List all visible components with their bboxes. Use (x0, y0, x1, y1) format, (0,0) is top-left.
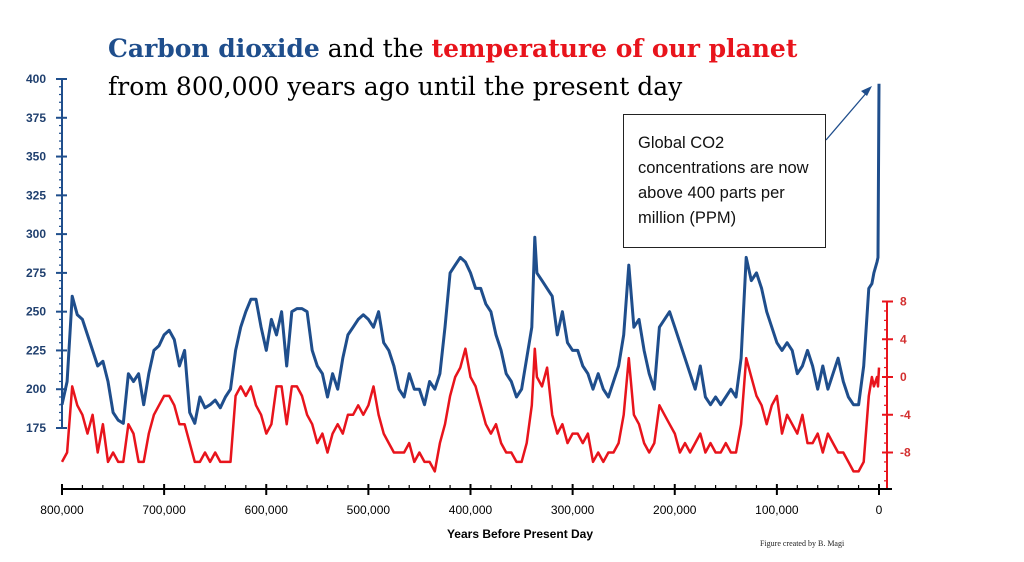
annotation-box: Global CO2 concentrations are now above … (623, 114, 826, 248)
right-axis-tick-label: -4 (900, 408, 911, 422)
x-axis-tick-label: 200,000 (653, 503, 697, 517)
right-axis-tick-label: 4 (900, 332, 907, 346)
x-axis-tick-label: 100,000 (755, 503, 799, 517)
right-axis-tick-label: -8 (900, 446, 911, 460)
x-axis-tick-label: 500,000 (347, 503, 391, 517)
chart-title: Carbon dioxide and the temperature of ou… (108, 30, 797, 106)
annotation-arrowhead-icon (861, 86, 872, 96)
left-axis-tick-label: 375 (26, 111, 46, 125)
x-axis-label: Years Before Present Day (447, 527, 593, 541)
figure-credit: Figure created by B. Magi (760, 539, 845, 548)
left-axis-tick-label: 400 (26, 72, 46, 86)
x-axis-tick-label: 700,000 (142, 503, 186, 517)
title-temperature: temperature of our planet (431, 34, 798, 63)
x-axis-tick-label: 300,000 (551, 503, 595, 517)
annotation-arrow (825, 90, 869, 141)
x-axis-tick-label: 800,000 (40, 503, 84, 517)
x-axis-tick-label: 600,000 (245, 503, 289, 517)
left-axis-tick-label: 225 (26, 343, 46, 357)
title-co2: Carbon dioxide (108, 34, 320, 63)
left-axis-tick-label: 200 (26, 382, 46, 396)
x-axis-tick-label: 0 (876, 503, 883, 517)
left-axis-tick-label: 350 (26, 150, 46, 164)
co2-series-line (60, 83, 881, 425)
left-axis-tick-label: 175 (26, 421, 46, 435)
title-line2: from 800,000 years ago until the present… (108, 72, 683, 101)
left-axis-tick-label: 325 (26, 188, 46, 202)
temperature-series-line (60, 347, 881, 473)
left-axis-tick-label: 275 (26, 266, 46, 280)
right-axis-tick-label: 8 (900, 295, 907, 309)
title-and: and the (319, 34, 432, 63)
left-axis-tick-label: 250 (26, 305, 46, 319)
left-axis-tick-label: 300 (26, 227, 46, 241)
x-axis-tick-label: 400,000 (449, 503, 493, 517)
right-axis-tick-label: 0 (900, 370, 907, 384)
